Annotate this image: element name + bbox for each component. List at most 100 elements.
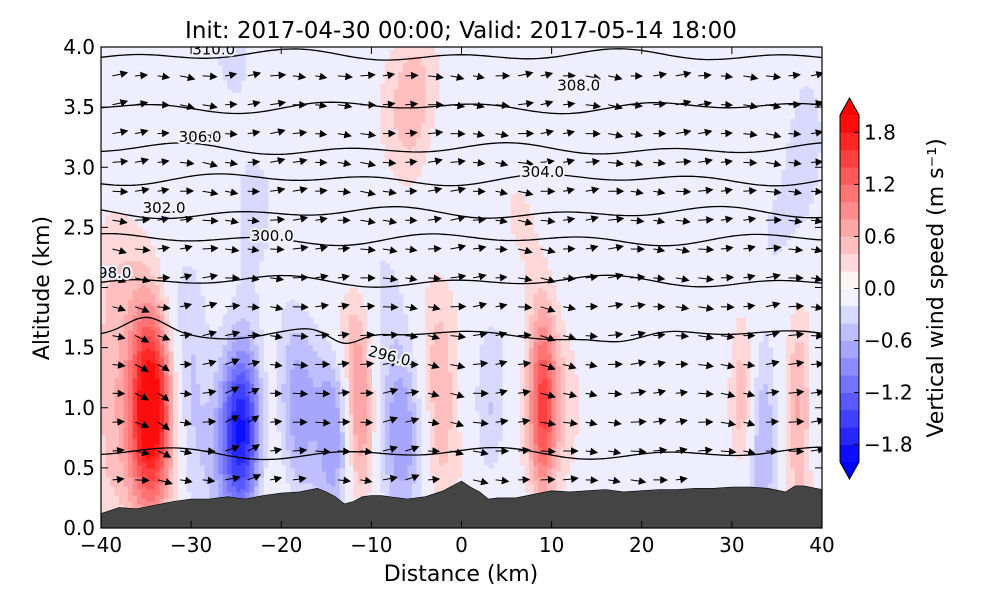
velocity-cell <box>123 338 129 343</box>
velocity-cell <box>105 221 111 225</box>
velocity-cell <box>195 332 201 337</box>
velocity-cell <box>141 428 147 433</box>
velocity-cell <box>110 341 116 346</box>
velocity-cell <box>240 233 246 237</box>
velocity-cell <box>299 473 305 478</box>
velocity-cell <box>240 488 246 493</box>
velocity-cell <box>389 119 395 123</box>
velocity-cell <box>362 341 368 346</box>
velocity-cell <box>173 392 179 397</box>
velocity-cell <box>146 416 152 421</box>
velocity-cell <box>155 392 161 397</box>
velocity-cell <box>114 392 120 397</box>
velocity-cell <box>195 443 201 448</box>
velocity-cell <box>362 374 368 379</box>
velocity-cell <box>110 479 116 484</box>
velocity-cell <box>236 320 242 325</box>
velocity-cell <box>132 323 138 328</box>
velocity-cell <box>240 416 246 421</box>
velocity-cell <box>213 470 219 475</box>
velocity-cell <box>119 239 125 244</box>
velocity-cell <box>285 338 291 343</box>
velocity-cell <box>105 353 111 358</box>
velocity-cell <box>258 200 264 204</box>
velocity-cell <box>380 113 386 117</box>
velocity-cell <box>119 377 125 382</box>
velocity-cell <box>105 452 111 457</box>
velocity-cell <box>123 272 129 277</box>
velocity-cell <box>393 365 400 370</box>
velocity-cell <box>335 389 341 394</box>
velocity-cell <box>101 236 107 240</box>
velocity-cell <box>105 227 111 231</box>
velocity-cell <box>155 467 161 472</box>
velocity-cell <box>335 473 341 478</box>
velocity-cell <box>123 386 129 391</box>
velocity-cell <box>236 68 242 72</box>
velocity-cell <box>240 59 246 63</box>
velocity-cell <box>141 302 147 307</box>
velocity-cell <box>330 389 336 394</box>
velocity-cell <box>137 431 143 436</box>
velocity-cell <box>105 386 111 391</box>
velocity-cell <box>281 389 287 394</box>
velocity-cell <box>348 380 354 385</box>
velocity-cell <box>389 62 395 66</box>
velocity-cell <box>245 488 251 493</box>
velocity-cell <box>227 329 233 334</box>
velocity-cell <box>245 185 251 189</box>
velocity-cell <box>191 284 197 289</box>
velocity-cell <box>227 419 233 424</box>
velocity-cell <box>285 464 291 469</box>
velocity-cell <box>236 470 242 475</box>
velocity-cell <box>299 464 305 469</box>
velocity-cell <box>186 338 192 343</box>
velocity-cell <box>155 329 161 334</box>
velocity-cell <box>128 494 134 499</box>
velocity-cell <box>110 452 116 457</box>
velocity-cell <box>137 428 143 433</box>
velocity-cell <box>285 365 291 370</box>
velocity-cell <box>204 329 210 334</box>
velocity-cell <box>222 398 228 403</box>
velocity-cell <box>348 386 354 391</box>
velocity-cell <box>240 422 246 427</box>
velocity-cell <box>366 428 372 433</box>
velocity-cell <box>105 305 111 310</box>
velocity-cell <box>155 263 161 268</box>
velocity-cell <box>164 380 170 385</box>
velocity-cell <box>303 485 309 490</box>
velocity-cell <box>353 422 359 427</box>
velocity-cell <box>254 455 260 460</box>
velocity-cell <box>231 431 237 436</box>
velocity-cell <box>209 347 215 352</box>
velocity-cell <box>159 467 165 472</box>
velocity-cell <box>339 494 345 499</box>
velocity-cell <box>326 374 332 379</box>
velocity-cell <box>146 347 152 352</box>
velocity-cell <box>366 488 372 493</box>
velocity-cell <box>348 461 354 466</box>
velocity-cell <box>105 479 111 484</box>
velocity-cell <box>263 416 269 421</box>
velocity-cell <box>254 251 260 256</box>
velocity-cell <box>173 404 179 409</box>
velocity-cell <box>366 422 372 427</box>
velocity-cell <box>213 389 219 394</box>
velocity-cell <box>101 407 107 412</box>
velocity-cell <box>353 302 359 307</box>
velocity-cell <box>330 401 336 406</box>
velocity-cell <box>371 425 377 430</box>
velocity-cell <box>218 359 224 364</box>
velocity-cell <box>164 443 170 448</box>
velocity-cell <box>245 326 251 331</box>
velocity-cell <box>393 326 400 331</box>
velocity-cell <box>249 338 255 343</box>
velocity-cell <box>155 476 161 481</box>
velocity-cell <box>357 458 363 463</box>
velocity-cell <box>191 389 197 394</box>
velocity-cell <box>186 386 192 391</box>
velocity-cell <box>114 467 120 472</box>
velocity-cell <box>263 191 269 195</box>
velocity-cell <box>348 314 354 319</box>
